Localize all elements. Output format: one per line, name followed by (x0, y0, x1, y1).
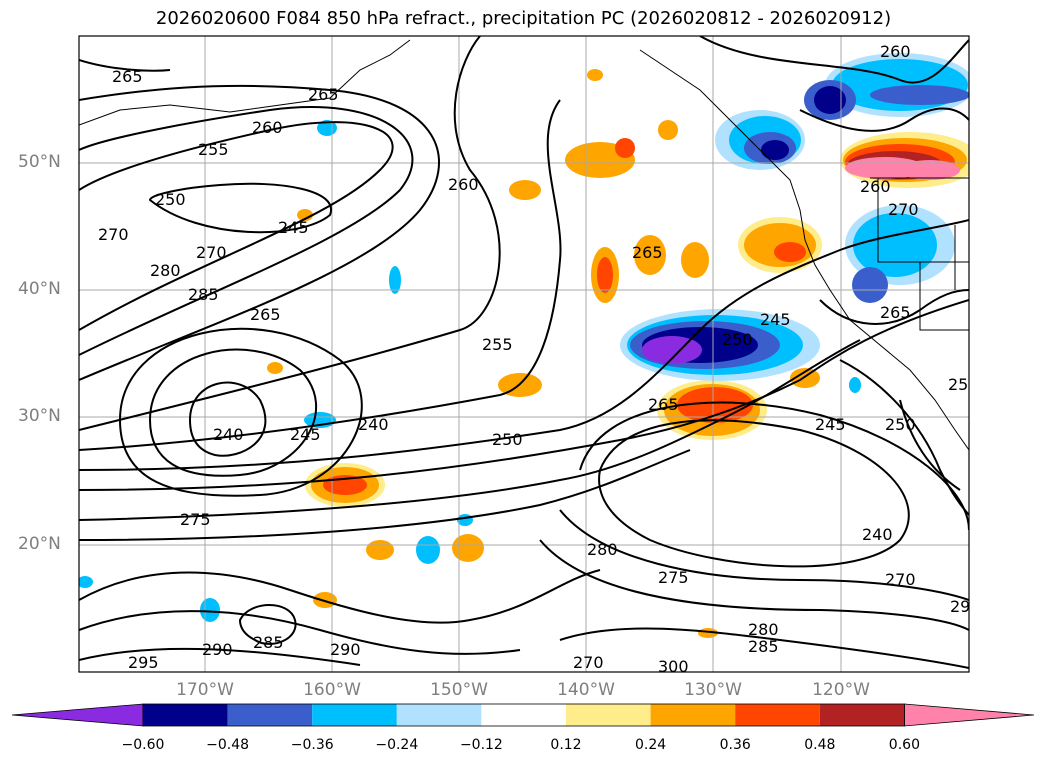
colorbar-segment (312, 704, 397, 726)
contour-label: 245 (278, 218, 309, 237)
contour-label: 260 (252, 118, 283, 137)
contour-label: 265 (250, 305, 281, 324)
lat-label-30n: 30°N (18, 406, 61, 426)
colorbar-segment (735, 704, 820, 726)
graticule (79, 36, 969, 672)
contour-label: 285 (188, 285, 219, 304)
contour-label: 265 (880, 303, 911, 322)
colorbar-tick-label: −0.48 (206, 737, 250, 753)
contour-label: 240 (213, 425, 244, 444)
colorbar-segment (819, 704, 905, 726)
map-border (78, 35, 970, 673)
precip-negative-shading (79, 53, 969, 622)
contour-label: 300 (658, 657, 689, 676)
contour-label: 280 (150, 261, 181, 280)
lat-label-40n: 40°N (18, 279, 61, 299)
colorbar-tick-label: 0.24 (635, 737, 667, 753)
contour-label: 245 (760, 310, 791, 329)
lon-label-120w: 120°W (812, 680, 870, 700)
contour-label: 245 (815, 415, 846, 434)
contour-label: 290 (202, 640, 233, 659)
refractivity-contours (79, 36, 969, 669)
contour-label: 285 (748, 637, 779, 656)
colorbar-tick-label: −0.60 (121, 737, 165, 753)
colorbar-outline (142, 703, 905, 727)
contour-label: 250 (155, 190, 186, 209)
contour-label: 265 (648, 395, 679, 414)
lon-label-140w: 140°W (557, 680, 615, 700)
contour-label: 255 (482, 335, 513, 354)
lon-label-170w: 170°W (176, 680, 234, 700)
lat-label-20n: 20°N (18, 534, 61, 554)
contour-label: 270 (888, 200, 919, 219)
contour-label: 250 (722, 330, 753, 349)
contour-label: 240 (358, 415, 389, 434)
colorbar-segment (143, 704, 228, 726)
contour-label: 270 (573, 653, 604, 672)
colorbar-segment (650, 704, 736, 726)
contour-label: 265 (632, 243, 663, 262)
contour-label: 250 (492, 430, 523, 449)
colorbar-segment (481, 704, 566, 726)
contour-label: 240 (862, 525, 893, 544)
colorbar-tick-label: −0.36 (290, 737, 334, 753)
contour-label: 270 (98, 225, 129, 244)
contour-label: 265 (308, 85, 339, 104)
contour-label: 265 (112, 67, 143, 86)
contour-label: 295 (128, 653, 159, 672)
colorbar-tick-label: 0.12 (550, 737, 582, 753)
colorbar-extend-high (904, 703, 1035, 727)
contour-label: 280 (748, 620, 779, 639)
contour-label: 280 (587, 540, 618, 559)
contour-label: 290 (330, 640, 361, 659)
contour-label: 260 (448, 175, 479, 194)
contour-label: 270 (196, 243, 227, 262)
contour-label: 250 (885, 415, 916, 434)
colorbar-segment (566, 704, 651, 726)
lon-label-160w: 160°W (303, 680, 361, 700)
contour-label: 255 (198, 140, 229, 159)
colorbar-tick-label: 0.60 (888, 737, 920, 753)
lon-label-150w: 150°W (430, 680, 488, 700)
contour-label: 275 (658, 568, 689, 587)
lat-label-50n: 50°N (18, 152, 61, 172)
coastlines (79, 39, 969, 451)
contour-label: 245 (290, 425, 321, 444)
contour-label: 255 (948, 375, 979, 394)
contour-label: 270 (885, 570, 916, 589)
contour-label: 275 (180, 510, 211, 529)
colorbar-tick-label: −0.24 (375, 737, 419, 753)
contour-labels: 2652652602552502452702802852602652552602… (98, 42, 981, 676)
colorbar-segment (227, 704, 313, 726)
colorbar-extend-low (11, 703, 144, 727)
map-title: 2026020600 F084 850 hPa refract., precip… (155, 8, 892, 29)
colorbar-tick-label: −0.12 (459, 737, 503, 753)
lon-label-130w: 130°W (684, 680, 742, 700)
contour-label: 260 (880, 42, 911, 61)
contour-label: 295 (950, 597, 981, 616)
colorbar-tick-label: 0.36 (719, 737, 751, 753)
colorbar-tick-label: 0.48 (804, 737, 836, 753)
colorbar-segment (396, 704, 482, 726)
contour-label: 260 (860, 177, 891, 196)
contour-label: 285 (253, 633, 284, 652)
colorbar (11, 703, 1035, 727)
